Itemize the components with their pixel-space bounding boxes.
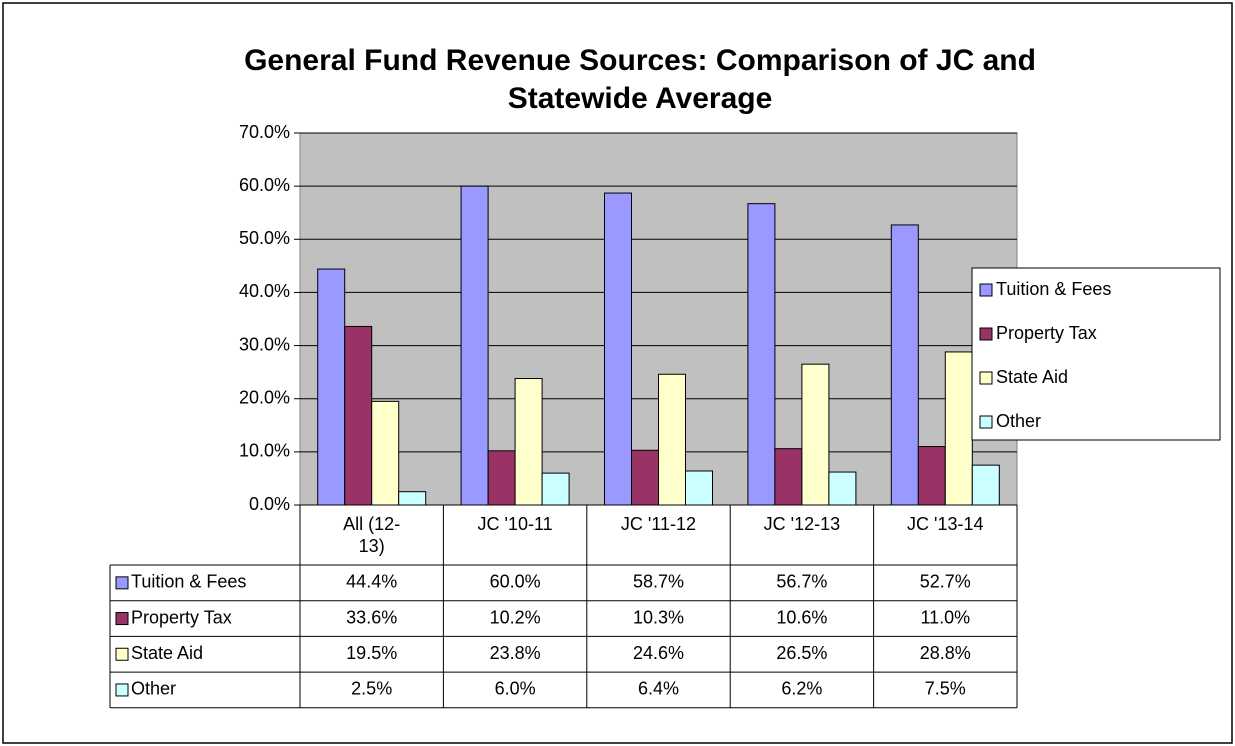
bar: [774, 448, 803, 506]
legend-label: Property Tax: [996, 323, 1097, 343]
table-row-label: Tuition & Fees: [131, 572, 246, 592]
legend-key: [979, 415, 993, 429]
table-cell: 33.6%: [346, 607, 397, 627]
y-tick-label: 10.0%: [239, 441, 290, 461]
bar: [801, 363, 830, 506]
x-tick-label: JC '12-13: [763, 514, 841, 534]
y-tick-label: 0.0%: [249, 494, 290, 514]
bar: [371, 400, 400, 506]
table-cell: 2.5%: [351, 679, 392, 699]
bar: [944, 351, 973, 506]
table-cell: 58.7%: [633, 572, 684, 592]
bar: [604, 192, 632, 506]
y-tick-label: 70.0%: [239, 122, 290, 142]
table-row-label: Other: [131, 679, 176, 699]
table-cell: 10.2%: [490, 607, 541, 627]
legend-key: [979, 371, 993, 385]
table-legend-key: [115, 647, 129, 661]
table-legend-key: [115, 576, 129, 590]
bar: [917, 446, 946, 506]
table-legend-key: [115, 612, 129, 626]
bar: [747, 203, 776, 506]
bar: [971, 464, 1000, 506]
table-cell: 19.5%: [346, 643, 397, 663]
table-cell: 10.3%: [633, 607, 684, 627]
table-cell: 23.8%: [490, 643, 541, 663]
y-tick-label: 30.0%: [239, 334, 290, 354]
table-cell: 44.4%: [346, 572, 397, 592]
bar: [460, 185, 489, 506]
bar: [658, 373, 686, 506]
legend: [971, 267, 1221, 441]
x-tick-label: JC '11-12: [620, 514, 697, 534]
legend-label: Tuition & Fees: [996, 279, 1111, 299]
chart-title: General Fund Revenue Sources: Comparison…: [244, 44, 1036, 115]
y-tick-label: 60.0%: [239, 175, 290, 195]
table-cell: 6.4%: [638, 679, 679, 699]
bar: [344, 325, 373, 506]
x-tick-label: JC '13-14: [907, 514, 984, 534]
table-cell: 52.7%: [920, 572, 971, 592]
table-cell: 11.0%: [920, 607, 970, 627]
y-tick-label: 20.0%: [239, 387, 290, 407]
bar: [487, 450, 516, 506]
table-cell: 10.6%: [776, 607, 827, 627]
x-tick-label: JC '10-11: [477, 514, 553, 534]
table-cell: 26.5%: [776, 643, 827, 663]
table-cell: 6.0%: [495, 679, 536, 699]
table-cell: 24.6%: [633, 643, 684, 663]
legend-key: [979, 327, 993, 341]
bar: [514, 378, 543, 506]
table-row-label: Property Tax: [131, 607, 232, 627]
bar: [631, 449, 659, 506]
table-cell: 60.0%: [490, 572, 541, 592]
bar: [317, 268, 346, 506]
table-row-label: State Aid: [131, 643, 203, 663]
bar: [398, 491, 427, 506]
table-cell: 56.7%: [776, 572, 827, 592]
bar: [890, 224, 919, 506]
table-cell: 6.2%: [781, 679, 822, 699]
legend-key: [979, 283, 993, 297]
bar: [541, 472, 570, 506]
x-tick-label: All (12-13): [343, 514, 401, 556]
y-tick-label: 50.0%: [239, 228, 290, 248]
bar: [685, 470, 713, 506]
table-legend-key: [115, 683, 129, 697]
bar: [828, 471, 857, 506]
legend-label: Other: [996, 411, 1041, 431]
table-cell: 7.5%: [925, 679, 966, 699]
table-cell: 28.8%: [920, 643, 971, 663]
legend-label: State Aid: [996, 367, 1068, 387]
y-tick-label: 40.0%: [239, 281, 290, 301]
